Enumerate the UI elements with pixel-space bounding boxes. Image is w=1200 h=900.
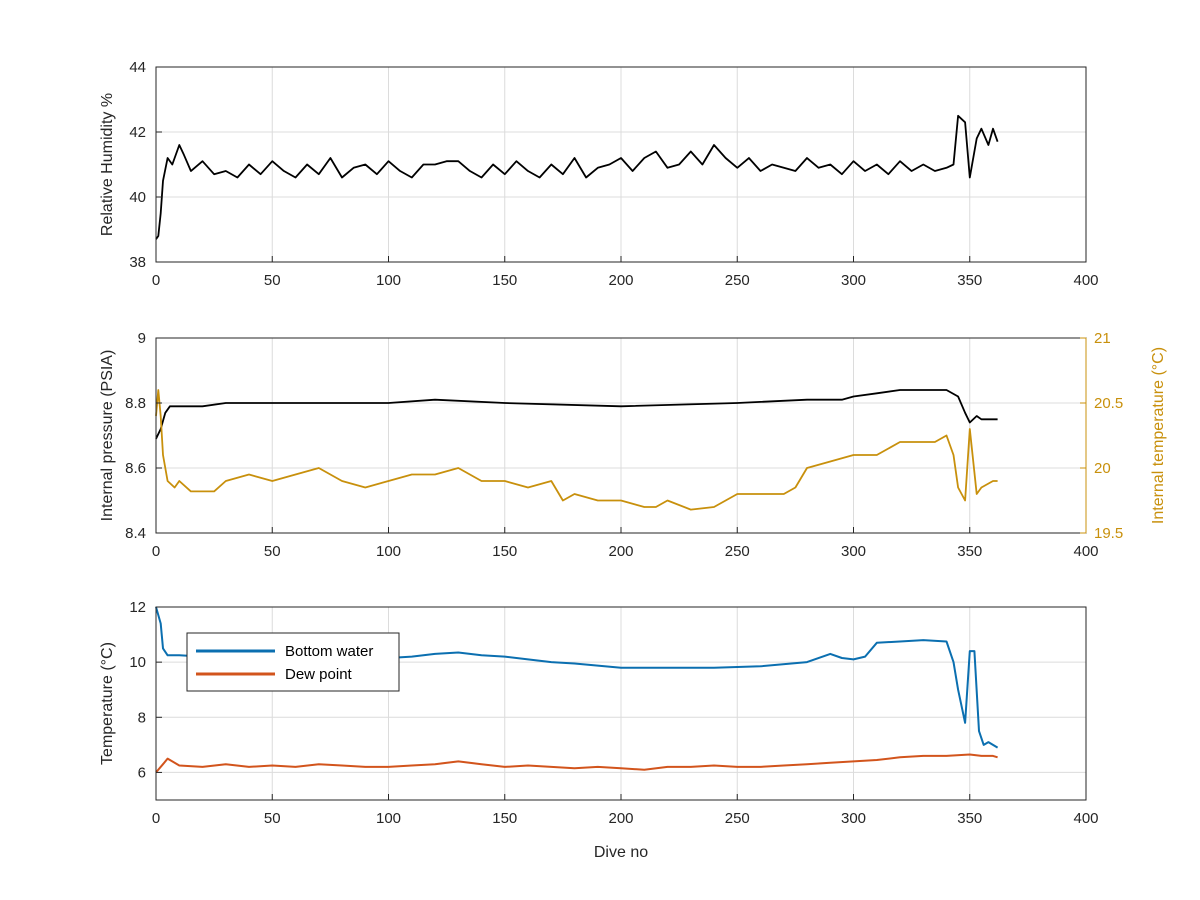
temperature-panel: 0 50 100 150 200 250 300 350 400 6 8 10 12 Temperat…: [99, 599, 1099, 861]
x-tick-label-400: 400: [1073, 272, 1098, 289]
legend-label-dew-point: Dew point: [285, 666, 353, 683]
y-tick-label-40: 40: [129, 189, 146, 206]
x-tick-label-150: 150: [492, 810, 517, 827]
x-tick-label-100: 100: [376, 543, 401, 560]
y-tick-label-8-6: 8.6: [125, 460, 146, 477]
humidity-series: [155, 114, 999, 240]
x-tick-label-0: 0: [152, 272, 160, 289]
x-tick-label-400: 400: [1073, 543, 1098, 560]
x-tick-label-350: 350: [957, 810, 982, 827]
x-tick-label-300: 300: [841, 272, 866, 289]
internal-pressure-line: [155, 389, 998, 440]
x-tick-label-250: 250: [725, 810, 750, 827]
x-tick-label-200: 200: [608, 272, 633, 289]
pressure-series: [155, 389, 998, 511]
x-tick-label-200: 200: [608, 810, 633, 827]
x-tick-label-300: 300: [841, 810, 866, 827]
y-tick-label-12: 12: [129, 599, 146, 616]
dew-point-line: [155, 753, 998, 774]
x-tick-label-50: 50: [264, 810, 281, 827]
internal-temperature-line: [155, 389, 998, 511]
legend-box: [186, 632, 400, 692]
y-tick-label-8-8: 8.8: [125, 395, 146, 412]
x-tick-label-250: 250: [725, 543, 750, 560]
humidity-y-ticks: 38 40 42 44: [129, 59, 162, 271]
x-tick-label-50: 50: [264, 543, 281, 560]
x-tick-label-100: 100: [376, 810, 401, 827]
dive-no-x-axis-label: Dive no: [594, 844, 648, 861]
y-tick-label-42: 42: [129, 124, 146, 141]
right-y-tick-label-21: 21: [1094, 330, 1111, 347]
x-tick-label-350: 350: [957, 543, 982, 560]
right-y-tick-label-19-5: 19.5: [1094, 525, 1123, 542]
x-tick-label-250: 250: [725, 272, 750, 289]
humidity-y-axis-label: Relative Humidity %: [99, 93, 116, 236]
x-tick-label-150: 150: [492, 272, 517, 289]
pressure-x-ticks: 0 50 100 150 200 250 300 350 400: [152, 527, 1099, 560]
y-tick-label-8-4: 8.4: [125, 525, 146, 542]
x-tick-label-350: 350: [957, 272, 982, 289]
temperature-x-ticks: 0 50 100 150 200 250 300 350 400: [152, 794, 1099, 827]
temperature-right-y-ticks: 19.5 20 20.5 21: [1080, 330, 1123, 542]
y-tick-label-8: 8: [138, 709, 146, 726]
x-tick-label-0: 0: [152, 810, 160, 827]
y-tick-label-44: 44: [129, 59, 146, 76]
y-tick-label-10: 10: [129, 654, 146, 671]
x-tick-label-200: 200: [608, 543, 633, 560]
right-y-tick-label-20: 20: [1094, 460, 1111, 477]
temperature-y-axis-label: Temperature (°C): [99, 642, 116, 765]
pressure-panel: 0 50 100 150 200 250 300 350 400 8.4 8.6 8.8 9 19.5…: [99, 330, 1167, 560]
y-tick-label-9: 9: [138, 330, 146, 347]
temperature-y-ticks: 6 8 10 12: [129, 599, 162, 781]
pressure-y-ticks: 8.4 8.6 8.8 9: [125, 330, 162, 542]
y-tick-label-38: 38: [129, 254, 146, 271]
x-tick-label-50: 50: [264, 272, 281, 289]
x-tick-label-150: 150: [492, 543, 517, 560]
y-tick-label-6: 6: [138, 764, 146, 781]
internal-temperature-y-axis-label: Internal temperature (°C): [1150, 347, 1167, 524]
x-tick-label-300: 300: [841, 543, 866, 560]
x-tick-label-100: 100: [376, 272, 401, 289]
x-tick-label-400: 400: [1073, 810, 1098, 827]
legend-label-bottom-water: Bottom water: [285, 643, 373, 660]
relative-humidity-line: [155, 114, 999, 240]
temperature-legend: Bottom water Dew point: [186, 632, 400, 692]
right-y-tick-label-20-5: 20.5: [1094, 395, 1123, 412]
pressure-y-axis-label: Internal pressure (PSIA): [99, 350, 116, 522]
humidity-panel: 0 50 100 150 200 250 300 350 400 38 40 42 44 Relati…: [99, 59, 1099, 289]
x-tick-label-0: 0: [152, 543, 160, 560]
humidity-x-ticks: 0 50 100 150 200 250 300 350 400: [152, 256, 1099, 289]
